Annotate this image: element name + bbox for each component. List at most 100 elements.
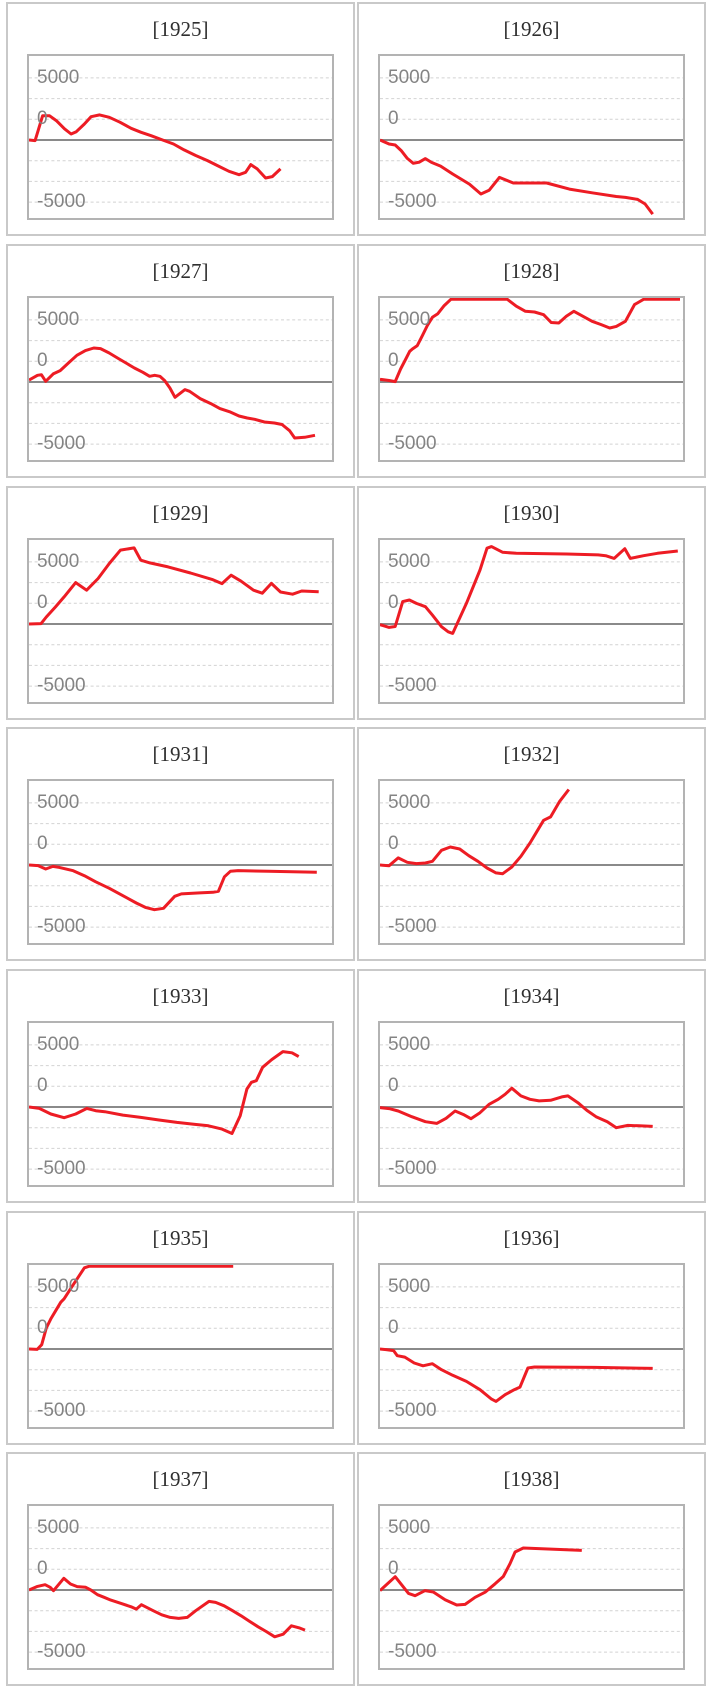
y-axis-label: 5000	[388, 791, 431, 813]
panel-title: [1932]	[503, 742, 560, 766]
panel-title: [1935]	[152, 1226, 209, 1250]
y-axis-label: -5000	[37, 1400, 86, 1422]
panel-title: [1933]	[152, 984, 209, 1008]
chart-row: [1933] 5000 0 -5000 [1934] 5000 0 -5000	[6, 969, 706, 1203]
plot-area: 5000 0 -5000	[27, 538, 334, 704]
y-axis-label: 5000	[37, 550, 80, 572]
panel-title: [1928]	[503, 259, 560, 283]
plot-area: 5000 0 -5000	[27, 54, 334, 220]
chart-panel-1926: [1926] 5000 0 -5000	[357, 2, 706, 236]
y-axis-label: 0	[388, 108, 399, 130]
y-axis-label: 0	[37, 350, 48, 372]
y-axis-label: 5000	[37, 1275, 80, 1297]
plot-area: 5000 0 -5000	[378, 1504, 685, 1670]
panel-title: [1926]	[503, 17, 560, 41]
y-axis-label: 0	[388, 592, 399, 614]
y-axis-label: 5000	[388, 308, 431, 330]
y-axis-label: -5000	[37, 675, 86, 697]
chart-panel-1935: [1935] 5000 0 -5000	[6, 1211, 355, 1445]
chart-panel-1936: [1936] 5000 0 -5000	[357, 1211, 706, 1445]
y-axis-label: -5000	[37, 433, 86, 455]
plot-area: 5000 0 -5000	[378, 1021, 685, 1187]
y-axis-label: 0	[37, 833, 48, 855]
plot-area: 5000 0 -5000	[378, 1263, 685, 1429]
y-axis-label: -5000	[388, 433, 437, 455]
y-axis-label: -5000	[37, 191, 86, 213]
y-axis-label: -5000	[388, 1400, 437, 1422]
y-axis-label: -5000	[37, 916, 86, 938]
series-line	[29, 1265, 234, 1351]
panel-canvas	[380, 1044, 683, 1170]
chart-row: [1937] 5000 0 -5000 [1938] 5000 0 -5000	[6, 1452, 706, 1686]
panel-canvas	[380, 1286, 683, 1412]
series-line	[29, 546, 319, 626]
chart-panel-1928: [1928] 5000 0 -5000	[357, 244, 706, 478]
panel-canvas	[29, 1265, 332, 1412]
y-axis-label: -5000	[388, 1641, 437, 1663]
plot-area: 5000 0 -5000	[27, 779, 334, 945]
chart-panel-1927: [1927] 5000 0 -5000	[6, 244, 355, 478]
chart-panel-1938: [1938] 5000 0 -5000	[357, 1452, 706, 1686]
y-axis-label: -5000	[37, 1641, 86, 1663]
plot-area: 5000 0 -5000	[27, 296, 334, 462]
chart-row: [1925] 5000 0 -5000 [1926] 5000 0 -5000	[6, 2, 706, 236]
y-axis-label: -5000	[388, 675, 437, 697]
series-line	[29, 863, 317, 912]
plot-area: 5000 0 -5000	[27, 1504, 334, 1670]
series-line	[380, 1347, 653, 1403]
series-line	[380, 545, 678, 635]
series-line	[29, 346, 316, 440]
chart-panel-1934: [1934] 5000 0 -5000	[357, 969, 706, 1203]
panel-title: [1925]	[152, 17, 209, 41]
panel-canvas	[29, 319, 332, 445]
y-axis-label: 5000	[388, 66, 431, 88]
y-axis-label: 5000	[37, 66, 80, 88]
series-line	[380, 788, 570, 876]
y-axis-label: 0	[37, 1075, 48, 1097]
y-axis-label: 5000	[388, 1275, 431, 1297]
panel-canvas	[29, 546, 332, 687]
panel-canvas	[380, 1527, 683, 1653]
y-axis-label: -5000	[388, 1158, 437, 1180]
y-axis-label: 5000	[37, 308, 80, 330]
panel-canvas	[380, 298, 683, 445]
panel-canvas	[29, 1044, 332, 1170]
y-axis-label: 5000	[37, 791, 80, 813]
chart-panel-1930: [1930] 5000 0 -5000	[357, 486, 706, 720]
series-line	[29, 1576, 306, 1639]
chart-row: [1927] 5000 0 -5000 [1928] 5000 0 -5000	[6, 244, 706, 478]
chart-row: [1931] 5000 0 -5000 [1932] 5000 0 -5000	[6, 727, 706, 961]
panel-canvas	[29, 77, 332, 203]
chart-panel-1937: [1937] 5000 0 -5000	[6, 1452, 355, 1686]
y-axis-label: 5000	[37, 1516, 80, 1538]
panel-canvas	[380, 77, 683, 216]
y-axis-label: -5000	[388, 916, 437, 938]
chart-panel-1931: [1931] 5000 0 -5000	[6, 727, 355, 961]
panel-canvas	[380, 788, 683, 928]
y-axis-label: 0	[37, 1317, 48, 1339]
series-line	[380, 138, 654, 216]
y-axis-label: 5000	[388, 550, 431, 572]
y-axis-label: 0	[37, 108, 48, 130]
y-axis-label: -5000	[37, 1158, 86, 1180]
panel-title: [1930]	[503, 501, 560, 525]
panel-canvas	[29, 802, 332, 928]
panel-canvas	[29, 1527, 332, 1653]
plot-area: 5000 0 -5000	[27, 1263, 334, 1429]
panel-title: [1936]	[503, 1226, 560, 1250]
plot-area: 5000 0 -5000	[378, 779, 685, 945]
y-axis-label: 0	[37, 1558, 48, 1580]
y-axis-label: 5000	[388, 1033, 431, 1055]
panel-title: [1929]	[152, 501, 209, 525]
plot-area: 5000 0 -5000	[27, 1021, 334, 1187]
y-axis-label: 0	[37, 592, 48, 614]
chart-row: [1929] 5000 0 -5000 [1930] 5000 0 -5000	[6, 486, 706, 720]
series-line	[29, 1050, 300, 1135]
y-axis-label: 0	[388, 1558, 399, 1580]
plot-area: 5000 0 -5000	[378, 296, 685, 462]
panel-title: [1937]	[152, 1467, 209, 1491]
chart-panel-1932: [1932] 5000 0 -5000	[357, 727, 706, 961]
chart-row: [1935] 5000 0 -5000 [1936] 5000 0 -5000	[6, 1211, 706, 1445]
plot-area: 5000 0 -5000	[378, 54, 685, 220]
series-line	[380, 298, 680, 384]
